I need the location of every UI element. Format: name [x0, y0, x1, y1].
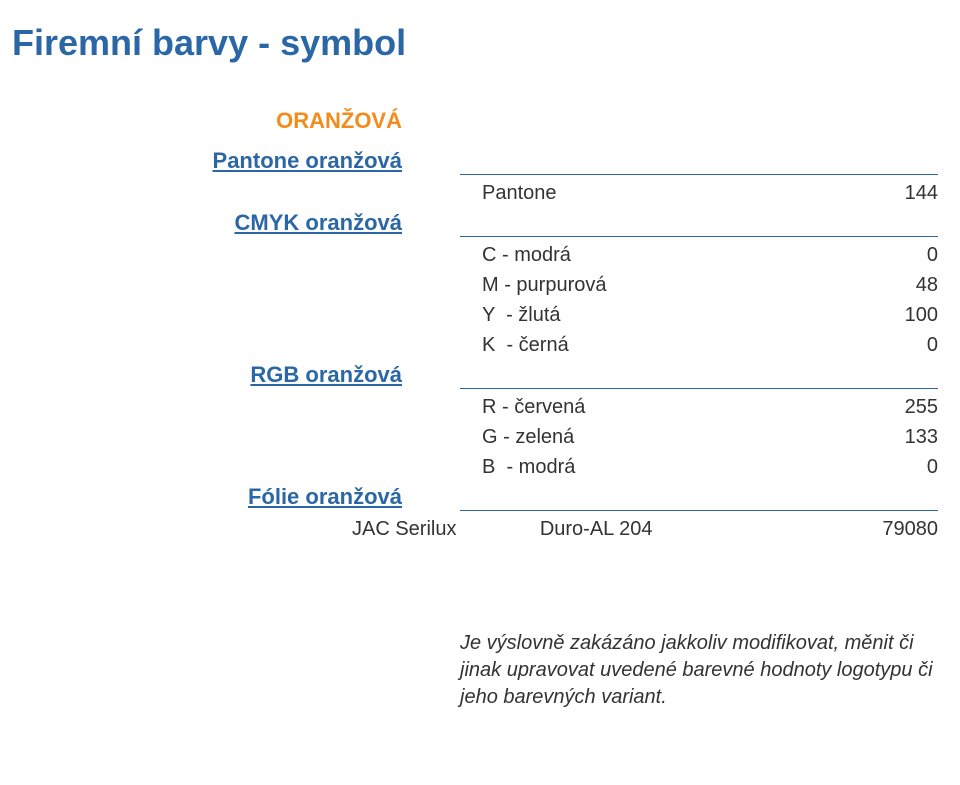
- cell-label: M - purpurová: [482, 274, 607, 297]
- row-foil: JAC Serilux Duro-AL 204 79080: [352, 518, 938, 541]
- cell-label: C - modrá: [482, 244, 571, 267]
- cell-label: G - zelená: [482, 426, 574, 449]
- cell-value: 0: [848, 456, 938, 479]
- row-rgb-b: B - modrá 0: [482, 456, 938, 479]
- cell-label: B - modrá: [482, 456, 575, 479]
- section-label-cmyk: CMYK oranžová: [235, 210, 402, 236]
- color-heading-oranzova: ORANŽOVÁ: [276, 108, 402, 134]
- cell-label: R - červená: [482, 396, 585, 419]
- section-label-folie: Fólie oranžová: [248, 484, 402, 510]
- cell-label: Y - žlutá: [482, 304, 561, 327]
- rule-pantone: [460, 174, 938, 175]
- page-title: Firemní barvy - symbol: [12, 22, 406, 64]
- rule-cmyk: [460, 236, 938, 237]
- cell-label: JAC Serilux Duro-AL 204: [352, 518, 652, 541]
- rule-rgb: [460, 388, 938, 389]
- cell-label: K - černá: [482, 334, 569, 357]
- row-cmyk-k: K - černá 0: [482, 334, 938, 357]
- cell-value: 48: [848, 274, 938, 297]
- cell-value: 133: [848, 426, 938, 449]
- row-cmyk-m: M - purpurová 48: [482, 274, 938, 297]
- footnote: Je výslovně zakázáno jakkoliv modifikova…: [460, 630, 940, 711]
- rule-folie: [460, 510, 938, 511]
- row-rgb-r: R - červená 255: [482, 396, 938, 419]
- cell-value: 144: [848, 182, 938, 205]
- row-rgb-g: G - zelená 133: [482, 426, 938, 449]
- row-cmyk-y: Y - žlutá 100: [482, 304, 938, 327]
- row-pantone: Pantone 144: [482, 182, 938, 205]
- cell-label: Pantone: [482, 182, 557, 205]
- cell-value: 79080: [848, 518, 938, 541]
- section-label-rgb: RGB oranžová: [250, 362, 402, 388]
- cell-value: 0: [848, 334, 938, 357]
- cell-value: 0: [848, 244, 938, 267]
- row-cmyk-c: C - modrá 0: [482, 244, 938, 267]
- cell-value: 100: [848, 304, 938, 327]
- cell-value: 255: [848, 396, 938, 419]
- section-label-pantone: Pantone oranžová: [213, 148, 402, 174]
